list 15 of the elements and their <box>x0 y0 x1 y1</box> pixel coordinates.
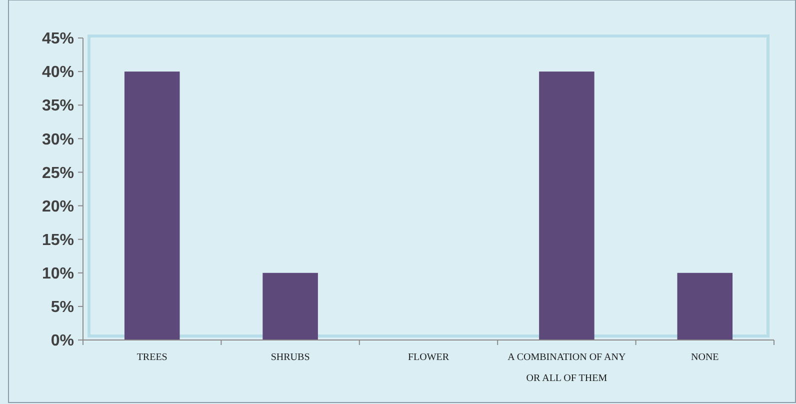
x-tick-label: NONE <box>691 352 719 363</box>
y-tick-label: 40% <box>42 64 74 82</box>
y-tick-label: 10% <box>42 265 74 282</box>
x-tick-label: A COMBINATION OF ANY OR ALL OF THEM <box>508 352 626 384</box>
x-tick-label: FLOWER <box>408 352 450 363</box>
y-tick-label: 15% <box>42 232 74 249</box>
y-tick-label: 0% <box>50 332 74 350</box>
x-tick-label: TREES <box>136 352 168 363</box>
y-tick-label: 25% <box>42 164 74 182</box>
y-tick-label: 35% <box>42 98 74 115</box>
y-tick-label: 30% <box>42 131 74 148</box>
x-tick-label: SHRUBS <box>270 352 310 363</box>
y-tick-label: 45% <box>42 30 74 48</box>
y-tick-label: 5% <box>50 299 74 316</box>
y-tick-label: 20% <box>42 198 74 216</box>
